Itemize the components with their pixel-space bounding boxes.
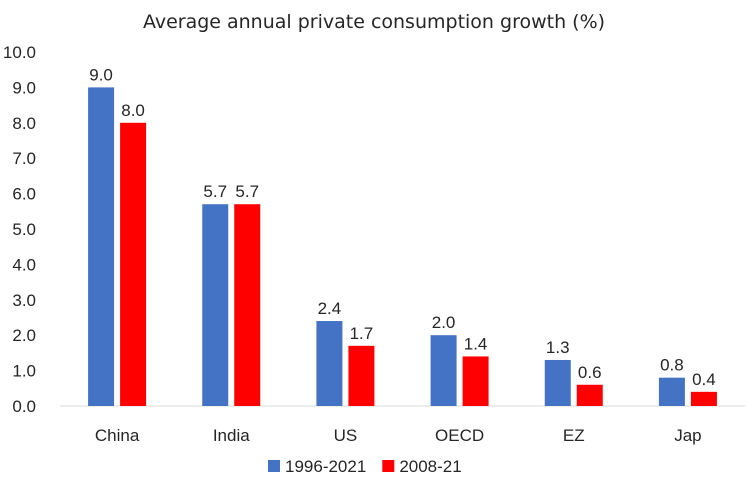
y-tick-label: 10.0 bbox=[3, 43, 36, 62]
data-label: 2.0 bbox=[432, 313, 456, 332]
chart-title: Average annual private consumption growt… bbox=[143, 11, 605, 33]
bar bbox=[202, 204, 229, 406]
data-label: 5.7 bbox=[235, 182, 259, 201]
bar bbox=[120, 122, 147, 407]
y-tick-label: 3.0 bbox=[12, 291, 36, 310]
bar bbox=[576, 384, 603, 406]
data-label: 8.0 bbox=[121, 101, 145, 120]
y-tick-label: 7.0 bbox=[12, 149, 36, 168]
legend-swatch bbox=[268, 460, 280, 472]
data-label: 1.7 bbox=[350, 324, 374, 343]
bars bbox=[88, 87, 717, 407]
data-label: 0.4 bbox=[692, 370, 716, 389]
bar bbox=[234, 204, 261, 406]
y-tick-label: 0.0 bbox=[12, 397, 36, 416]
y-tick-label: 2.0 bbox=[12, 326, 36, 345]
x-tick-label: OECD bbox=[435, 426, 484, 445]
y-tick-label: 8.0 bbox=[12, 114, 36, 133]
bar bbox=[690, 391, 717, 406]
y-tick-label: 6.0 bbox=[12, 185, 36, 204]
bar bbox=[316, 321, 343, 406]
x-axis-ticks: China India US OECD EZ Jap bbox=[95, 426, 702, 445]
data-label: 1.4 bbox=[464, 334, 488, 353]
legend: 1996-2021 2008-21 bbox=[268, 457, 462, 476]
bar bbox=[88, 87, 115, 407]
bar bbox=[462, 356, 489, 406]
y-tick-label: 5.0 bbox=[12, 220, 36, 239]
y-tick-label: 4.0 bbox=[12, 255, 36, 274]
x-tick-label: US bbox=[334, 426, 358, 445]
bar bbox=[430, 335, 457, 406]
bar bbox=[658, 377, 685, 406]
legend-swatch bbox=[382, 460, 395, 472]
data-label: 0.8 bbox=[660, 356, 684, 375]
legend-label: 2008-21 bbox=[399, 457, 461, 476]
y-tick-label: 9.0 bbox=[12, 78, 36, 97]
data-labels: 9.0 8.0 5.7 5.7 2.4 1.7 2.0 1.4 1.3 0.6 0.8 0.4 bbox=[89, 65, 715, 388]
x-tick-label: EZ bbox=[563, 426, 585, 445]
data-label: 9.0 bbox=[89, 65, 113, 84]
legend-label: 1996-2021 bbox=[285, 457, 366, 476]
data-label: 1.3 bbox=[546, 338, 570, 357]
bar bbox=[348, 345, 375, 406]
x-tick-label: Jap bbox=[674, 426, 701, 445]
data-label: 0.6 bbox=[578, 363, 602, 382]
y-tick-label: 1.0 bbox=[12, 362, 36, 381]
x-tick-label: India bbox=[213, 426, 250, 445]
data-label: 5.7 bbox=[203, 182, 227, 201]
x-tick-label: China bbox=[95, 426, 140, 445]
data-label: 2.4 bbox=[318, 299, 342, 318]
y-axis-ticks: 0.0 1.0 2.0 3.0 4.0 5.0 6.0 7.0 8.0 9.0 10.0 bbox=[3, 43, 36, 416]
bar bbox=[544, 359, 571, 406]
